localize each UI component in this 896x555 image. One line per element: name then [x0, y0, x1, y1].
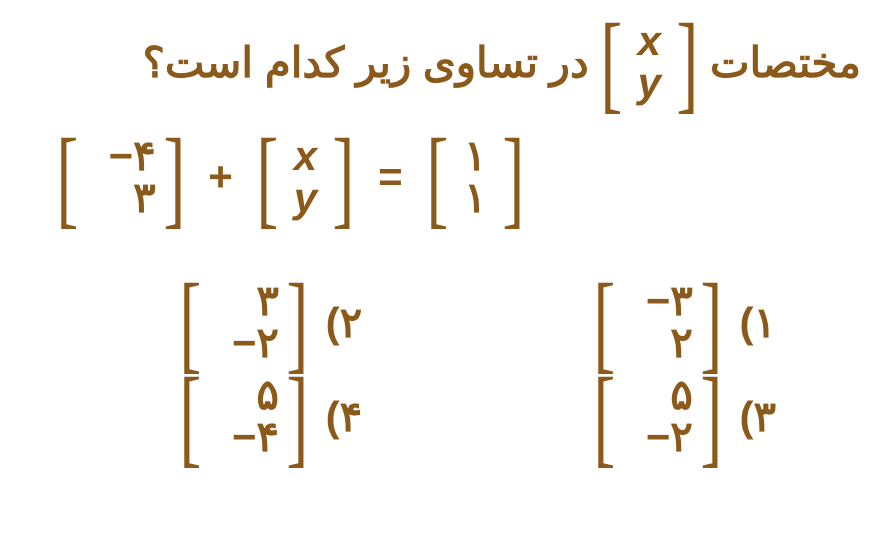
option-3-vector: [ ۵ −۲ ]: [586, 374, 729, 458]
plus-sign: +: [208, 153, 233, 201]
eq-vec2-bot: y: [294, 177, 317, 219]
eq-vec3-bot: ۱: [464, 177, 487, 219]
option-1: (۱ [ −۳ ۲ ]: [582, 280, 776, 364]
eq-vec3: [ ۱ ۱ ]: [419, 135, 532, 219]
option-4-bot: −۴: [232, 416, 279, 458]
option-2: (۲ [ ۳ −۲ ]: [168, 280, 362, 364]
option-3-bot: −۲: [646, 416, 693, 458]
option-2-label: (۲: [326, 298, 363, 347]
option-1-bot: ۲: [670, 322, 693, 364]
eq-vec1: [ −۴ ۳ ]: [49, 135, 192, 219]
options-row-1: (۱ [ −۳ ۲ ] (۲ [ ۳ −۲ ]: [0, 280, 896, 364]
option-3-label: (۳: [739, 392, 776, 441]
question-text-after: در تساوی زیر کدام است؟: [143, 38, 589, 87]
option-4-label: (۴: [326, 392, 363, 441]
eq-vec2: [ x y ]: [249, 135, 362, 219]
option-4-top: ۵: [256, 374, 279, 416]
eq-vec3-top: ۱: [464, 135, 487, 177]
eq-vec1-bot: ۳: [133, 177, 156, 219]
eq-vec2-top: x: [294, 135, 317, 177]
question-text-before: مختصات: [710, 38, 861, 87]
bracket-left: [: [600, 24, 622, 101]
option-3: (۳ [ ۵ −۲ ]: [582, 374, 776, 458]
eq-vec1-top: −۴: [109, 135, 156, 177]
option-3-top: ۵: [670, 374, 693, 416]
question-vector: [ x y ]: [593, 20, 706, 104]
option-2-vector: [ ۳ −۲ ]: [172, 280, 315, 364]
option-1-vector: [ −۳ ۲ ]: [586, 280, 729, 364]
vector-x: x: [638, 20, 661, 62]
vector-body: x y: [629, 20, 669, 104]
option-1-top: −۳: [646, 280, 693, 322]
options-row-2: (۳ [ ۵ −۲ ] (۴ [ ۵ −۴ ]: [0, 374, 896, 458]
option-4-vector: [ ۵ −۴ ]: [172, 374, 315, 458]
question-line: مختصات [ x y ] در تساوی زیر کدام است؟: [35, 20, 861, 104]
equation-line: [ −۴ ۳ ] + [ x y ] = [ ۱ ۱ ]: [45, 135, 536, 219]
option-4: (۴ [ ۵ −۴ ]: [168, 374, 362, 458]
vector-y: y: [638, 62, 661, 104]
options-grid: (۱ [ −۳ ۲ ] (۲ [ ۳ −۲ ]: [0, 280, 896, 468]
option-1-label: (۱: [739, 298, 776, 347]
option-2-top: ۳: [256, 280, 279, 322]
bracket-right: ]: [677, 24, 699, 101]
equals-sign: =: [378, 153, 403, 201]
option-2-bot: −۲: [232, 322, 279, 364]
